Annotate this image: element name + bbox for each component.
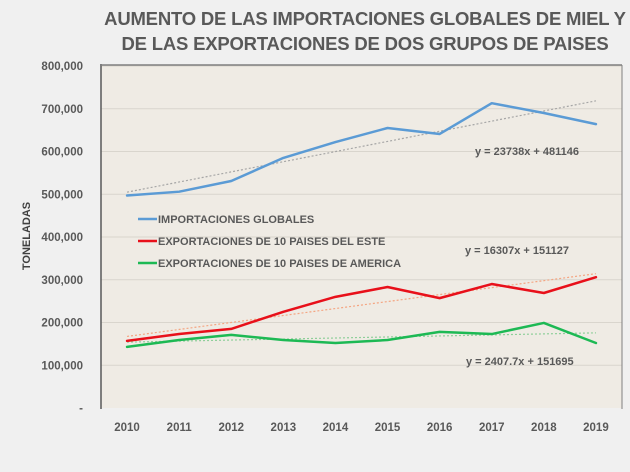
y-tick-label: 600,000 xyxy=(41,147,83,159)
trendline-equations: y = 23738x + 481146 y = 16307x + 151127 y … xyxy=(465,146,579,368)
x-tick-label: 2017 xyxy=(479,422,505,434)
y-tick-label: 700,000 xyxy=(41,104,83,116)
x-tick-label: 2011 xyxy=(167,422,193,434)
gridlines xyxy=(101,65,622,366)
trendline-1 xyxy=(126,273,597,338)
y-axis-title: TONELADAS xyxy=(21,202,33,270)
x-tick-label: 2013 xyxy=(271,422,297,434)
y-tick-label: 300,000 xyxy=(41,275,83,287)
chart-title-line-1: AUMENTO DE LAS IMPORTACIONES GLOBALES DE… xyxy=(104,8,626,29)
series-line-2 xyxy=(125,321,598,349)
legend-label: EXPORTACIONES DE 10 PAISES DEL ESTE xyxy=(158,236,385,248)
x-tick-label: 2018 xyxy=(531,422,557,434)
y-tick-label: 500,000 xyxy=(41,189,83,201)
x-tick-labels: 2010 2011 2012 2013 2014 2015 2016 2017 2018 2019 xyxy=(114,422,608,434)
y-tick-label: 100,000 xyxy=(41,360,83,372)
x-tick-label: 2010 xyxy=(114,422,140,434)
x-tick-label: 2014 xyxy=(323,422,349,434)
y-tick-label: 400,000 xyxy=(41,232,83,244)
y-tick-label: - xyxy=(79,403,83,415)
legend-label: EXPORTACIONES DE 10 PAISES DE AMERICA xyxy=(158,258,401,270)
legend: IMPORTACIONES GLOBALES EXPORTACIONES DE 1… xyxy=(138,214,401,270)
series-lines xyxy=(125,101,598,349)
trendline-equation: y = 16307x + 151127 xyxy=(465,245,569,257)
y-tick-labels: - 100,000 200,000 300,000 400,000 500,000 600,… xyxy=(41,61,83,415)
x-tick-label: 2012 xyxy=(218,422,244,434)
x-tick-label: 2016 xyxy=(427,422,453,434)
trendlines xyxy=(126,100,597,343)
series-line-1 xyxy=(125,275,598,343)
trendline-equation: y = 2407.7x + 151695 xyxy=(466,356,574,368)
series-line-0 xyxy=(125,101,598,197)
x-tick-label: 2015 xyxy=(375,422,401,434)
x-tick-label: 2019 xyxy=(583,422,609,434)
chart-title: AUMENTO DE LAS IMPORTACIONES GLOBALES DE… xyxy=(100,6,630,56)
trendline-equation: y = 23738x + 481146 xyxy=(475,146,579,158)
chart-title-line-2: DE LAS EXPORTACIONES DE DOS GRUPOS DE PA… xyxy=(121,33,609,54)
y-tick-label: 800,000 xyxy=(41,61,83,73)
legend-label: IMPORTACIONES GLOBALES xyxy=(158,214,314,226)
y-tick-label: 200,000 xyxy=(41,318,83,330)
